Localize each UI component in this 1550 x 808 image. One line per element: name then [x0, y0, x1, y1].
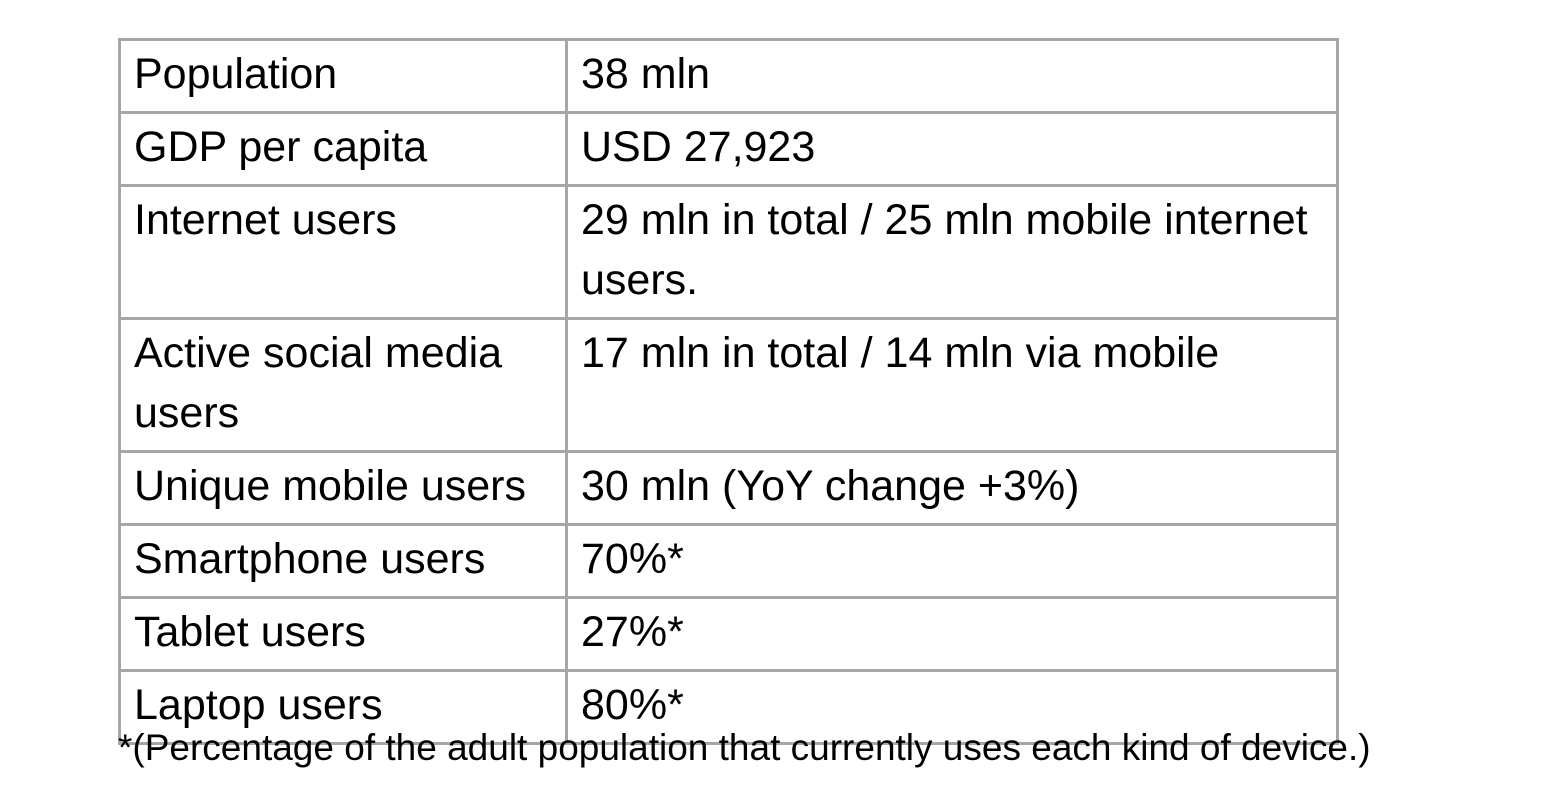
- footnote: *(Percentage of the adult population tha…: [118, 727, 1371, 768]
- table-row: Population 38 mln: [118, 38, 1339, 114]
- row-label: Internet users: [118, 184, 568, 320]
- table-row: Tablet users 27%*: [118, 596, 1339, 672]
- row-label: Tablet users: [118, 596, 568, 672]
- row-label: Population: [118, 38, 568, 114]
- table-row: Unique mobile users 30 mln (YoY change +…: [118, 450, 1339, 526]
- row-value: 30 mln (YoY change +3%): [565, 450, 1339, 526]
- row-value: USD 27,923: [565, 111, 1339, 187]
- table-row: Internet users 29 mln in total / 25 mln …: [118, 184, 1339, 320]
- table-row: Laptop users 80%*: [118, 669, 1339, 745]
- row-value: 70%*: [565, 523, 1339, 599]
- row-value: 38 mln: [565, 38, 1339, 114]
- row-label: Active social media users: [118, 317, 568, 453]
- row-value: 27%*: [565, 596, 1339, 672]
- row-label: Smartphone users: [118, 523, 568, 599]
- row-label: Unique mobile users: [118, 450, 568, 526]
- table-row: GDP per capita USD 27,923: [118, 111, 1339, 187]
- row-label: GDP per capita: [118, 111, 568, 187]
- statistics-table: Population 38 mln GDP per capita USD 27,…: [118, 38, 1339, 745]
- table-row: Active social media users 17 mln in tota…: [118, 317, 1339, 453]
- row-value: 80%*: [565, 669, 1339, 745]
- table-row: Smartphone users 70%*: [118, 523, 1339, 599]
- row-value: 29 mln in total / 25 mln mobile internet…: [565, 184, 1339, 320]
- row-label: Laptop users: [118, 669, 568, 745]
- row-value: 17 mln in total / 14 mln via mobile: [565, 317, 1339, 453]
